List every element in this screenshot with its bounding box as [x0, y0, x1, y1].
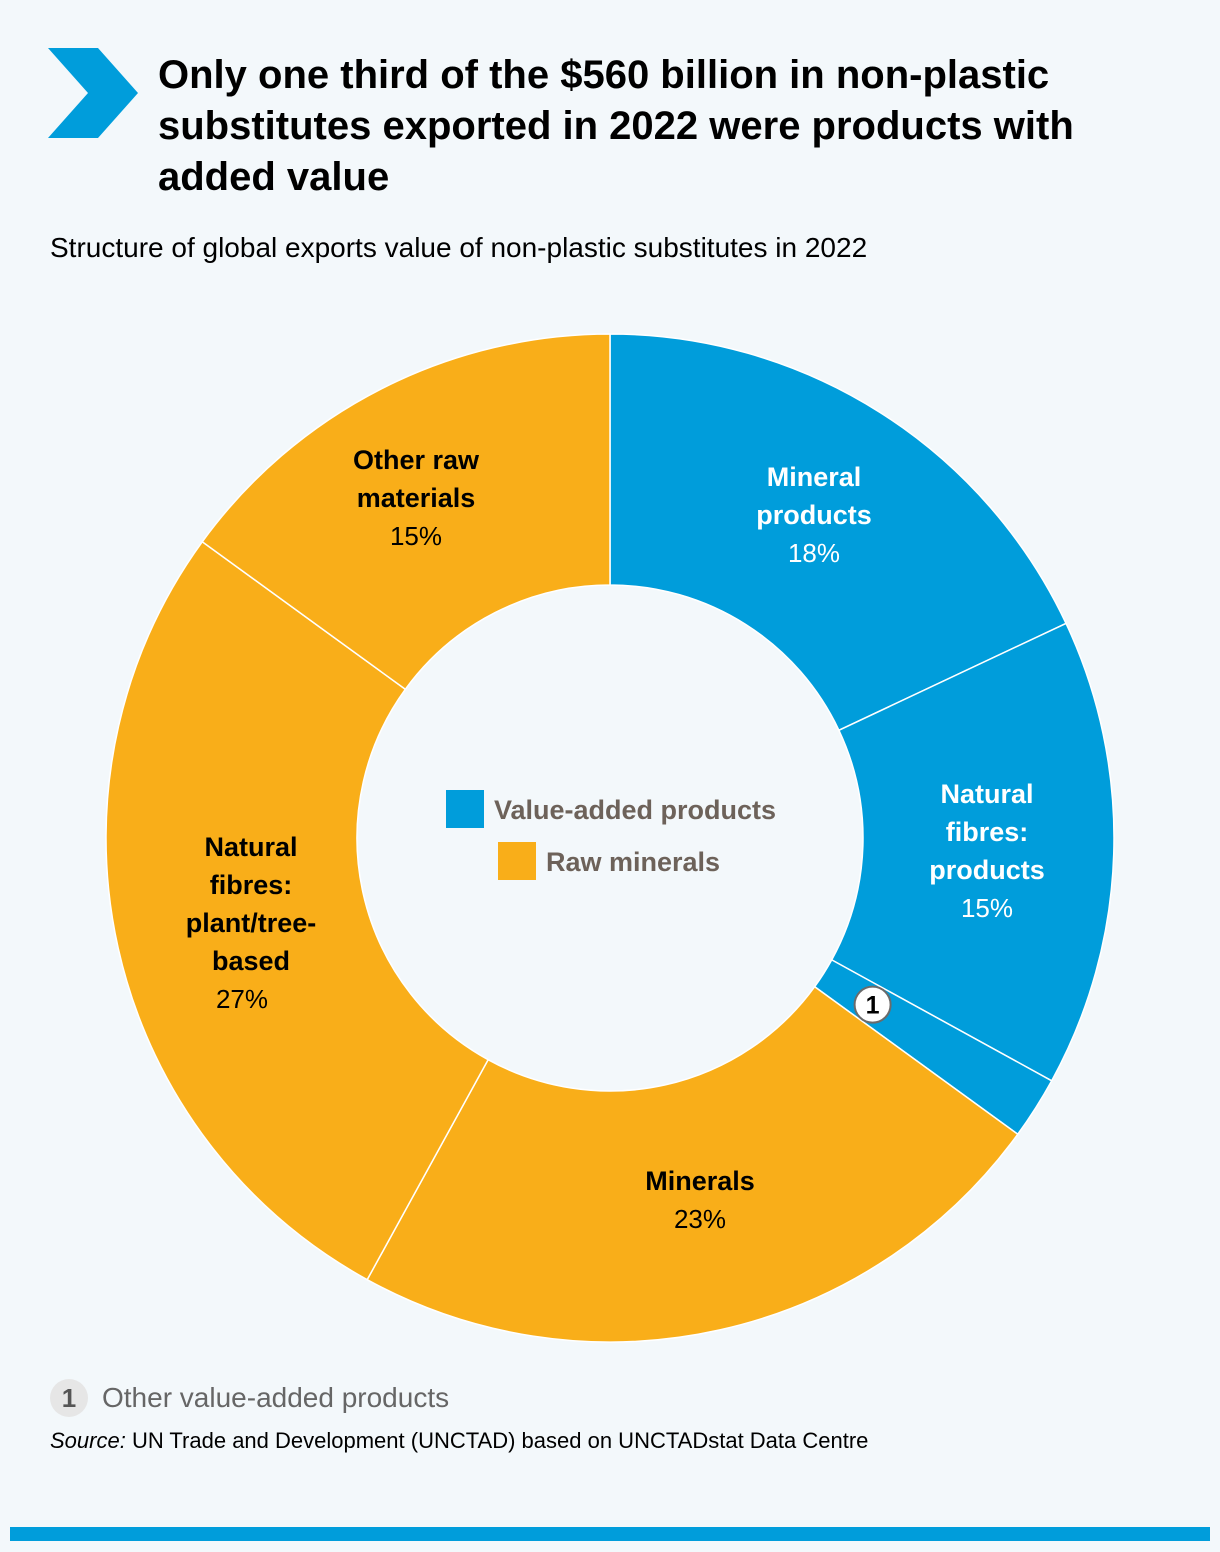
slice-label-other-raw-materials: Other raw materials [353, 445, 480, 513]
slice-label-natural-fibres-plant-tree-based: Natural fibres: plant/tree-based [186, 832, 317, 976]
page-title: Only one third of the $560 billion in no… [158, 53, 1074, 199]
slice-marker-text: 1 [866, 992, 880, 1020]
bottom-accent-bar [10, 1527, 1210, 1541]
slice-other-raw-materials [201, 333, 611, 691]
footnote-text: Other value-added products [102, 1382, 450, 1413]
source-text: UN Trade and Development (UNCTAD) based … [125, 1428, 869, 1453]
value-label-other-raw-materials: 15% [390, 521, 442, 551]
source-label: Source: [50, 1428, 126, 1453]
legend-swatch-value-added-products [446, 790, 484, 828]
legend-label-value-added-products: Value-added products [494, 795, 776, 825]
slice-natural-fibres-plant-tree-based [105, 540, 490, 1281]
donut-chart: Mineral products 18% Natural fibres: products… [105, 333, 1115, 1343]
value-label-natural-fibres-products: 15% [961, 893, 1013, 923]
slice-mineral-products [609, 333, 1068, 732]
value-label-minerals: 23% [674, 1204, 726, 1234]
legend-label-raw-minerals: Raw minerals [546, 847, 720, 877]
footnote: 1 Other value-added products [50, 1378, 449, 1418]
value-label-mineral-products: 18% [788, 538, 840, 568]
slice-marker-badge: 1 [853, 985, 892, 1024]
slice-label-minerals: Minerals [645, 1166, 755, 1196]
slice-label-mineral-products: Mineral products [756, 462, 872, 530]
slice-minerals [366, 985, 1019, 1343]
legend-swatch-raw-minerals [498, 842, 536, 880]
slice-natural-fibres-products [830, 622, 1115, 1082]
value-label-natural-fibres-plant-tree-based: 27% [216, 984, 268, 1014]
chevron-icon [48, 48, 138, 138]
source-note: Source: UN Trade and Development (UNCTAD… [50, 1428, 868, 1454]
footnote-marker: 1 [50, 1379, 88, 1417]
chart-subtitle: Structure of global exports value of non… [50, 232, 868, 263]
slice-label-natural-fibres-products: Natural fibres: products [929, 779, 1045, 885]
